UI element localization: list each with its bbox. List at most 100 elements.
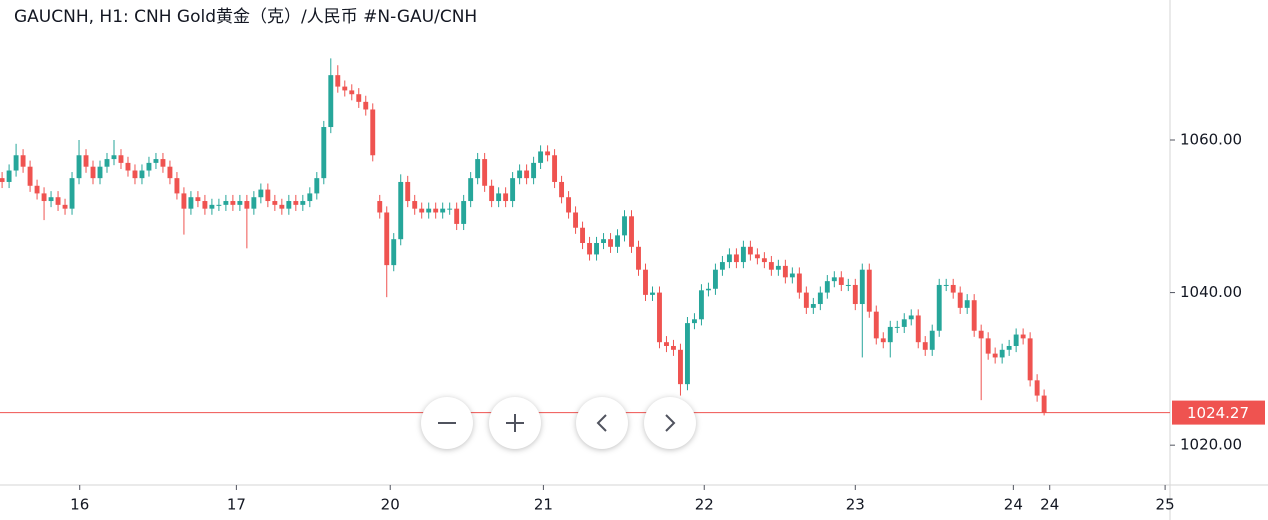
candle-body: [62, 204, 68, 209]
candle-body: [552, 155, 558, 182]
candle-body: [691, 319, 697, 324]
candle-body: [223, 201, 229, 205]
candle-body: [160, 159, 166, 167]
candle-body: [48, 197, 54, 202]
candle-body: [538, 151, 544, 163]
x-tick-label: 24: [1004, 496, 1023, 514]
candle-body: [503, 193, 509, 202]
candle-body: [405, 181, 411, 202]
candle-body: [97, 166, 103, 179]
candle-body: [629, 216, 634, 247]
candle-body: [650, 292, 655, 295]
candle-body: [293, 201, 299, 205]
candle-body: [209, 204, 215, 209]
candle-body: [258, 189, 264, 198]
candle-body: [740, 246, 746, 263]
candle-body: [125, 162, 131, 171]
candle-body: [796, 273, 802, 293]
candle-body: [286, 201, 292, 209]
candle-body: [118, 155, 124, 163]
candle-body: [915, 315, 921, 343]
candle-body: [789, 273, 795, 278]
y-tick-label: 1040.00: [1180, 283, 1242, 301]
candle-body: [349, 90, 355, 95]
candle-body: [55, 197, 61, 205]
candle-body: [69, 178, 75, 209]
x-tick-label: 22: [695, 496, 714, 514]
candle-body: [594, 242, 599, 255]
candle-body: [866, 269, 872, 312]
candle-body: [719, 262, 725, 270]
candle-body: [433, 208, 439, 213]
candle-body: [559, 181, 565, 198]
candle-body: [608, 239, 613, 247]
candle-body: [712, 269, 718, 289]
candle-body: [300, 201, 306, 205]
zoom-in-button[interactable]: [489, 397, 541, 449]
candle-body: [370, 109, 376, 156]
candle-body: [265, 189, 271, 202]
candle-body: [104, 159, 110, 167]
candle-body: [936, 284, 942, 331]
candle-body: [873, 311, 879, 339]
candle-body: [1013, 334, 1019, 346]
candle-body: [321, 127, 327, 179]
candle-body: [468, 178, 474, 202]
scroll-left-button[interactable]: [576, 397, 628, 449]
x-tick-label: 16: [70, 496, 89, 514]
candle-body: [237, 201, 243, 205]
candle-body: [356, 94, 362, 102]
candle-body: [244, 201, 250, 209]
candle-body: [622, 216, 627, 236]
candle-body: [887, 326, 893, 343]
candle-body: [803, 292, 809, 308]
chart-title: GAUCNH, H1: CNH Gold黄金（克）/人民币 #N-GAU/CNH: [14, 7, 477, 27]
candle-body: [27, 166, 33, 186]
candle-body: [1020, 334, 1026, 339]
candle-body: [985, 338, 991, 354]
candle-body: [747, 246, 753, 255]
last-price-box: [1172, 400, 1265, 425]
candle-body: [1027, 338, 1033, 381]
candle-body: [943, 284, 949, 286]
candle-body: [216, 204, 222, 206]
zoom-out-button[interactable]: [421, 397, 473, 449]
candle-body: [657, 292, 662, 343]
candle-body: [314, 178, 320, 194]
candle-body: [1041, 395, 1047, 413]
candle-body: [132, 170, 138, 179]
candle-body: [398, 181, 404, 240]
candle-body: [566, 197, 572, 213]
scroll-right-button[interactable]: [644, 397, 696, 449]
candle-body: [34, 185, 40, 194]
candle-body: [601, 239, 606, 243]
candle-body: [587, 242, 592, 255]
candle-body: [391, 239, 397, 266]
candle-body: [6, 170, 12, 182]
x-tick-label: 25: [1156, 496, 1175, 514]
candle-body: [1006, 345, 1012, 350]
candle-body: [580, 227, 585, 243]
candle-body: [489, 185, 495, 202]
candle-body: [13, 155, 19, 171]
candle-body: [761, 258, 767, 263]
candle-body: [685, 323, 690, 385]
candle-body: [705, 288, 711, 291]
y-tick-label: 1020.00: [1180, 436, 1242, 454]
candle-body: [636, 246, 641, 270]
candle-body: [957, 292, 963, 308]
candle-body: [90, 166, 96, 179]
candle-body: [188, 197, 194, 209]
candle-body: [377, 201, 383, 213]
candle-body: [901, 319, 907, 327]
y-tick-label: 1060.00: [1180, 130, 1242, 148]
candle-body: [307, 193, 313, 202]
candle-body: [426, 208, 432, 213]
candle-body: [768, 262, 774, 270]
candle-body: [139, 170, 145, 179]
candle-body: [992, 353, 998, 358]
candle-body: [41, 193, 47, 202]
candle-body: [922, 342, 928, 350]
candle-body: [950, 284, 956, 293]
candle-body: [894, 326, 900, 328]
